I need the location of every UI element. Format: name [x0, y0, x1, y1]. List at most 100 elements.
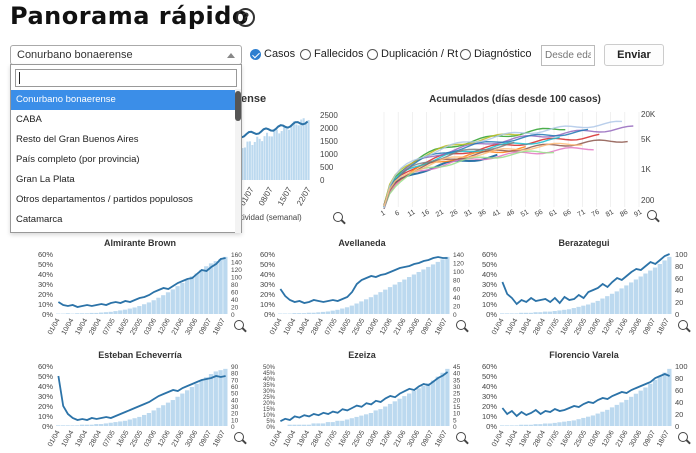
- histogram-bar: [378, 292, 383, 314]
- option-casos[interactable]: Casos: [250, 48, 295, 60]
- histogram-bar: [266, 132, 269, 180]
- axis-tick-label: 20: [453, 397, 461, 404]
- axis-tick-label: 36: [477, 209, 487, 219]
- axis-tick-label: 86: [619, 209, 629, 219]
- histogram-bar: [662, 372, 667, 426]
- histogram-bar: [411, 390, 417, 426]
- dropdown-search-input[interactable]: [15, 69, 237, 87]
- option-diagnostico[interactable]: Diagnóstico: [460, 48, 531, 60]
- dropdown-scrollbar[interactable]: [235, 89, 241, 233]
- axis-tick-label: 03/06: [365, 429, 380, 448]
- histogram-bar: [662, 260, 667, 314]
- zoom-icon[interactable]: [234, 320, 244, 330]
- dropdown-option[interactable]: Resto del Gran Buenos Aires: [16, 134, 139, 145]
- axis-tick-label: 10%: [482, 300, 497, 309]
- histogram-bar: [305, 121, 308, 180]
- axis-tick-label: 30/06: [629, 429, 644, 448]
- axis-tick-label: 30/06: [407, 317, 422, 336]
- zoom-icon[interactable]: [456, 432, 466, 442]
- histogram-bar: [657, 264, 662, 314]
- histogram-bar: [533, 312, 538, 314]
- histogram-bar: [251, 144, 254, 180]
- histogram-bar: [301, 424, 307, 426]
- axis-tick-label: 12/06: [379, 317, 394, 336]
- axis-tick-label: 50%: [38, 260, 53, 269]
- axis-tick-label: 18/07: [212, 317, 227, 336]
- dropdown-option[interactable]: Catamarca: [16, 214, 63, 225]
- axis-tick-label: 71: [576, 209, 586, 219]
- histogram-bar: [103, 423, 109, 426]
- district-chart: 60% 50% 40% 30% 20% 10% 0% 100 80 60 40 20 0 01/04 10/…: [454, 362, 688, 453]
- send-button[interactable]: Enviar: [604, 44, 664, 66]
- histogram-bar: [667, 368, 672, 426]
- axis-tick-label: 03/06: [143, 429, 158, 448]
- histogram-bar: [142, 304, 147, 314]
- axis-tick-label: 20%: [260, 290, 275, 299]
- histogram-bar: [340, 308, 345, 314]
- axis-tick-label: 45: [453, 364, 461, 371]
- positivity-line: [57, 257, 226, 308]
- histogram-bar: [161, 405, 166, 426]
- dropdown-option[interactable]: País completo (por provincia): [16, 154, 140, 165]
- axis-tick-label: 09/07: [420, 429, 435, 448]
- axis-tick-label: 0: [453, 312, 457, 319]
- dropdown-option[interactable]: Conurbano bonaerense: [11, 90, 241, 110]
- axis-tick-label: 10/04: [505, 429, 520, 448]
- axis-tick-label: 50%: [482, 260, 497, 269]
- zoom-icon[interactable]: [456, 320, 466, 330]
- district-chart-title: Berazategui: [558, 238, 610, 248]
- axis-tick-label: 28/04: [310, 317, 325, 336]
- zoom-icon[interactable]: [678, 432, 688, 442]
- series-line: [383, 142, 583, 207]
- zoom-icon[interactable]: [647, 210, 657, 220]
- zoom-icon[interactable]: [333, 212, 343, 222]
- histogram-bar: [378, 409, 383, 426]
- axis-tick-label: 16/05: [338, 429, 353, 448]
- axis-tick-label: 03/06: [587, 317, 602, 336]
- axis-tick-label: 25/05: [129, 429, 144, 448]
- axis-tick-label: 21/06: [615, 317, 630, 336]
- zoom-icon[interactable]: [234, 432, 244, 442]
- age-input[interactable]: [541, 45, 595, 66]
- histogram-bar: [165, 292, 171, 314]
- histogram-bar: [368, 297, 374, 314]
- help-icon[interactable]: ?: [236, 8, 255, 27]
- histogram-bar: [132, 307, 137, 314]
- axis-tick-label: 01/04: [47, 429, 62, 448]
- histogram-bar: [562, 309, 567, 314]
- histogram-bar: [127, 308, 132, 314]
- axis-tick-label: 160: [231, 252, 242, 259]
- axis-tick-label: 20%: [482, 290, 497, 299]
- histogram-bar: [586, 416, 591, 426]
- histogram-bar: [533, 424, 538, 426]
- axis-tick-label: 25/05: [573, 317, 588, 336]
- axis-tick-label: 500: [320, 163, 334, 172]
- option-duplicacion[interactable]: Duplicación / Rt: [367, 48, 458, 60]
- dropdown-option[interactable]: CABA: [16, 114, 42, 125]
- axis-tick-label: 16/05: [116, 317, 131, 336]
- axis-tick-label: 1: [380, 210, 387, 218]
- histogram-bar: [280, 131, 283, 180]
- histogram-bar: [407, 277, 412, 314]
- dropdown-option[interactable]: Gran La Plata: [16, 174, 75, 185]
- zoom-icon[interactable]: [678, 320, 688, 330]
- axis-tick-label: 140: [453, 252, 464, 259]
- axis-tick-label: 140: [231, 260, 242, 267]
- dropdown-option[interactable]: Otros departamentos / partidos populosos: [16, 194, 193, 205]
- histogram-bar: [122, 309, 128, 314]
- histogram-bar: [519, 424, 524, 426]
- axis-tick-label: 18/07: [212, 429, 227, 448]
- histogram-bar: [151, 300, 156, 314]
- axis-tick-label: 60%: [38, 362, 53, 371]
- histogram-bar: [595, 300, 600, 314]
- histogram-bar: [566, 421, 572, 426]
- region-dropdown[interactable]: Conurbano bonaerense CABA Resto del Gran B…: [10, 64, 242, 233]
- dropdown-scroll-thumb[interactable]: [235, 91, 241, 121]
- histogram-bar: [79, 313, 85, 314]
- option-fallecidos[interactable]: Fallecidos: [300, 48, 364, 60]
- histogram-bar: [590, 415, 596, 426]
- histogram-bar: [223, 256, 228, 314]
- region-select[interactable]: Conurbano bonaerense: [10, 45, 242, 65]
- checked-radio-icon: [250, 48, 261, 60]
